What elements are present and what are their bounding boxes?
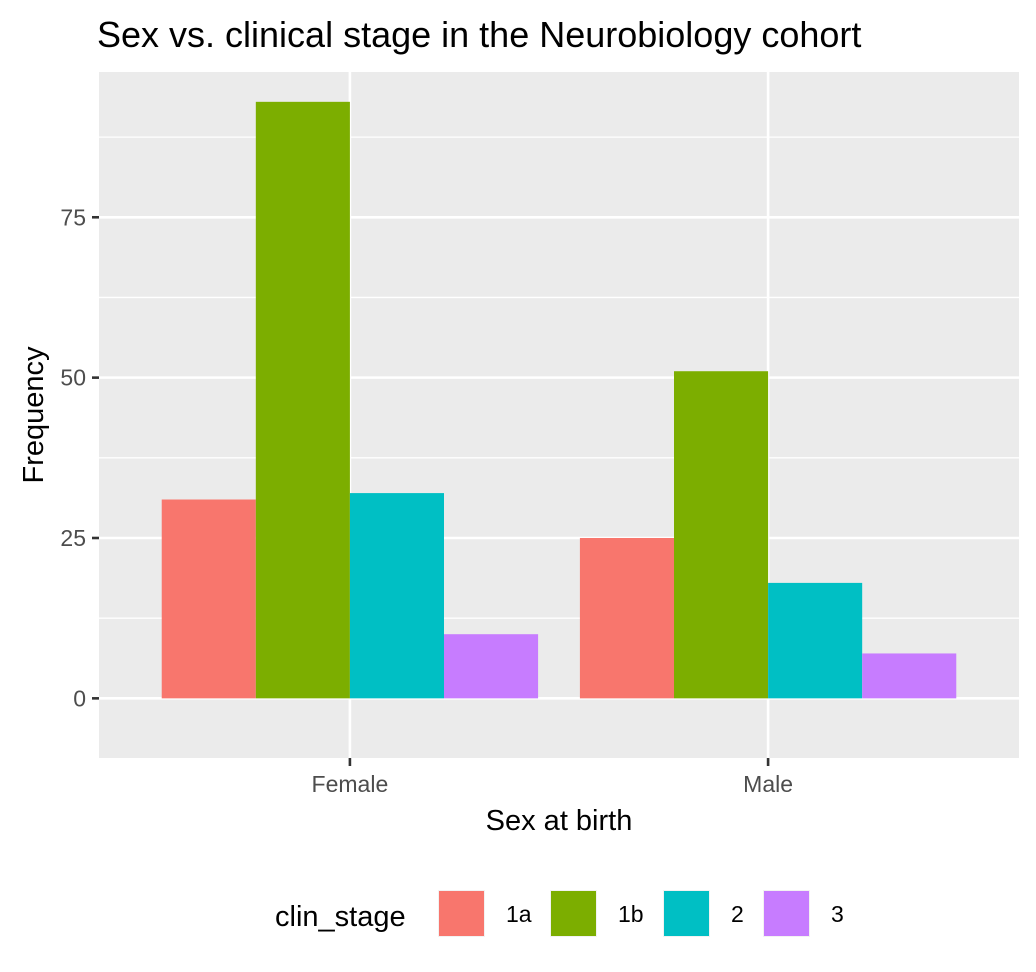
chart-title: Sex vs. clinical stage in the Neurobiolo… [97, 14, 861, 55]
x-tick-label: Female [312, 771, 389, 797]
bar-male-2 [768, 582, 863, 699]
bars [161, 101, 957, 699]
legend-swatch-3 [764, 891, 809, 936]
legend-label-1b: 1b [618, 901, 644, 927]
legend-swatch-2 [664, 891, 709, 936]
bar-male-1b [674, 371, 769, 699]
legend-swatch-1b [551, 891, 596, 936]
bar-female-1b [255, 101, 350, 699]
bar-male-1a [579, 537, 674, 699]
legend-swatch-1a [439, 891, 484, 936]
bar-male-3 [862, 653, 957, 699]
y-tick-label: 0 [73, 685, 86, 711]
legend-label-3: 3 [831, 901, 844, 927]
legend: clin_stage 1a 1b 2 3 [275, 890, 844, 937]
bar-female-3 [444, 634, 539, 699]
y-axis-title: Frequency [18, 346, 50, 484]
bar-female-2 [349, 493, 444, 699]
x-axis-title: Sex at birth [486, 805, 633, 837]
legend-label-1a: 1a [506, 901, 532, 927]
y-axis: 0 25 50 75 [60, 204, 99, 711]
x-axis: Female Male [312, 758, 793, 797]
y-tick-label: 75 [60, 204, 86, 230]
legend-label-2: 2 [731, 901, 744, 927]
y-tick-label: 25 [60, 525, 86, 551]
y-tick-label: 50 [60, 365, 86, 391]
x-tick-label: Male [743, 771, 793, 797]
bar-female-1a [161, 499, 256, 699]
legend-title: clin_stage [275, 901, 406, 933]
